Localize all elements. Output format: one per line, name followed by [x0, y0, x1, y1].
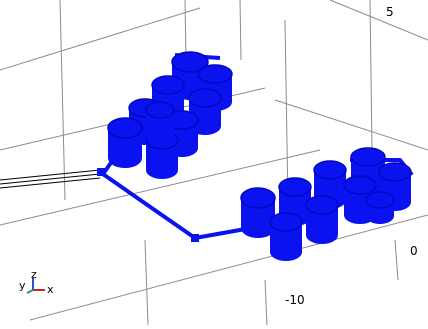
- axis-triad: y z x: [19, 268, 54, 296]
- feed-line: [0, 169, 101, 189]
- cylinder-top: [378, 162, 412, 182]
- cylinder-top: [350, 147, 386, 167]
- cylinder-top: [313, 160, 347, 180]
- tick-label-top: 5: [386, 5, 394, 19]
- cylinder-body: [270, 222, 302, 261]
- cylinder-body: [146, 140, 178, 179]
- tick-label-bottom: -10: [285, 293, 305, 307]
- pipe-nodes: [97, 168, 199, 242]
- cylinder-top: [240, 187, 276, 209]
- tick-label-right: 0: [410, 244, 418, 258]
- triad-x-label: x: [47, 283, 54, 296]
- triad-y-label: y: [19, 279, 26, 292]
- cylinder-body: [306, 205, 338, 244]
- cylinder-top: [151, 75, 185, 95]
- cylinder-top: [343, 175, 377, 195]
- cylinder-top: [188, 88, 222, 108]
- lower-cylinder-cluster: [240, 147, 412, 261]
- triad-z-label: z: [31, 268, 37, 281]
- cylinder-top: [107, 117, 143, 139]
- triad-y-axis: [26, 289, 34, 294]
- cylinder-top: [197, 64, 233, 84]
- cylinder-top: [269, 212, 303, 232]
- cylinder-top: [145, 101, 175, 119]
- cylinder-top: [278, 177, 312, 197]
- cylinder-body: [241, 198, 275, 238]
- cylinder-top: [365, 191, 395, 209]
- cylinder-body: [146, 110, 174, 144]
- cylinder-top: [171, 51, 209, 73]
- upper-cylinder-cluster: [107, 51, 233, 179]
- cylinder-body: [108, 128, 142, 168]
- cylinder-top: [305, 195, 339, 215]
